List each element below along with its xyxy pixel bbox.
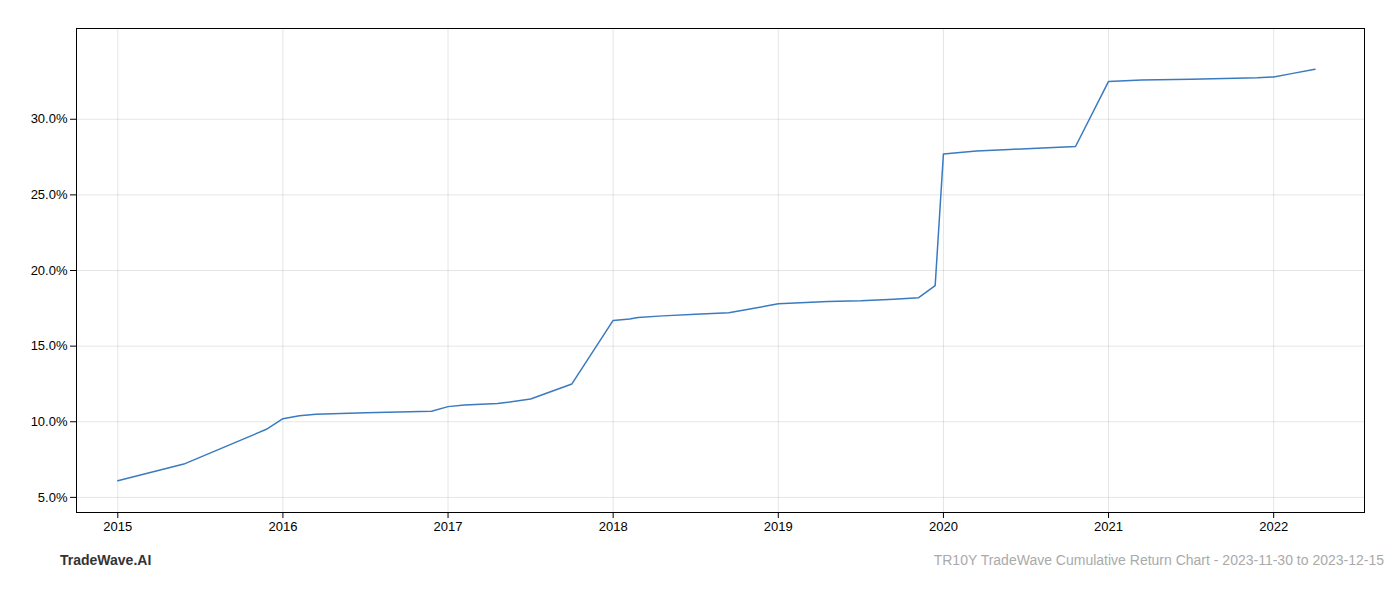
svg-text:30.0%: 30.0% (31, 111, 68, 126)
html-text:TR10Y TradeWave Cumulative Ret: TR10Y TradeWave Cumulative Return Chart … (933, 552, 1384, 568)
svg-text:20.0%: 20.0% (31, 263, 68, 278)
svg-text:2016: 2016 (268, 519, 297, 534)
svg-text:2018: 2018 (599, 519, 628, 534)
svg-text:2019: 2019 (764, 519, 793, 534)
svg-text:2022: 2022 (1259, 519, 1288, 534)
svg-text:10.0%: 10.0% (31, 414, 68, 429)
svg-text:5.0%: 5.0% (38, 490, 68, 505)
svg-text:2021: 2021 (1094, 519, 1123, 534)
svg-text:15.0%: 15.0% (31, 338, 68, 353)
svg-text:25.0%: 25.0% (31, 187, 68, 202)
svg-text:2020: 2020 (929, 519, 958, 534)
html-text:TradeWave.AI: TradeWave.AI (60, 552, 152, 568)
svg-text:2017: 2017 (434, 519, 463, 534)
svg-text:2015: 2015 (103, 519, 132, 534)
